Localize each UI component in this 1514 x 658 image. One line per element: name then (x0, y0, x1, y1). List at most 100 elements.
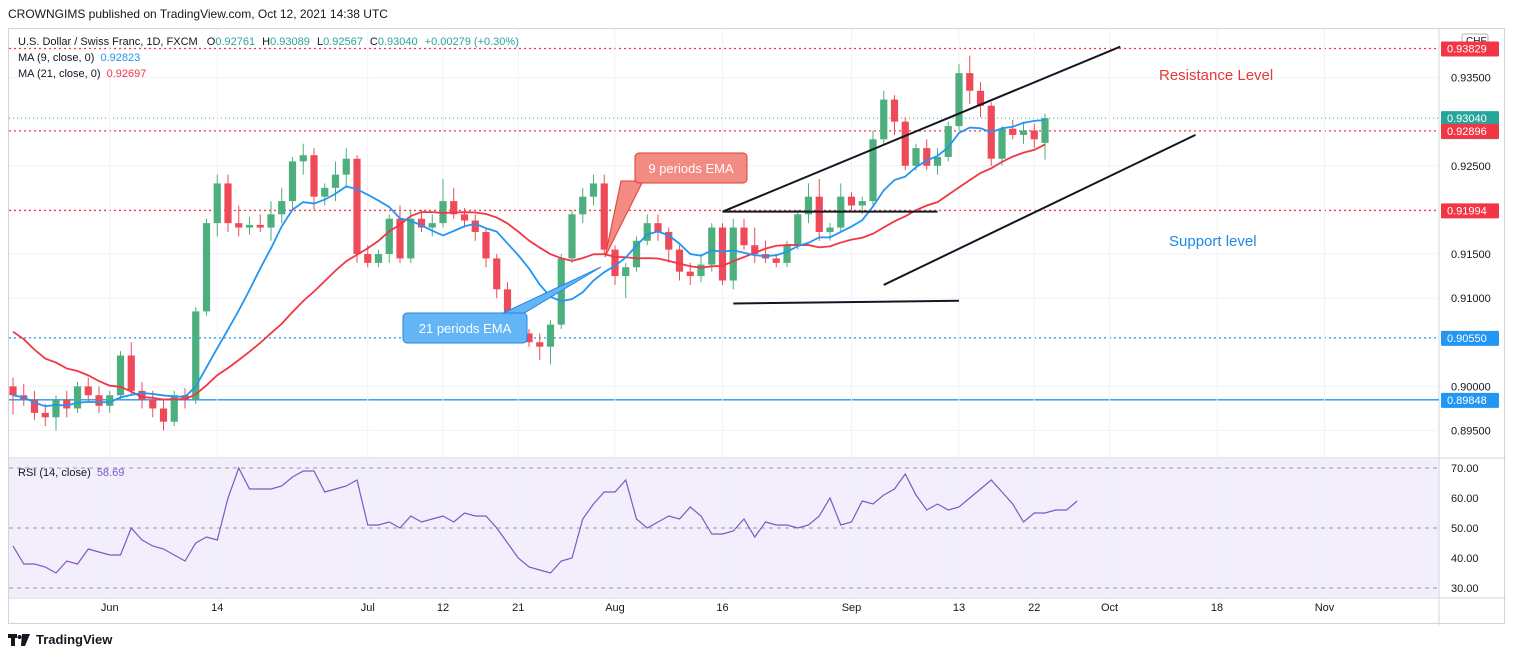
legend-c-label: C (369, 36, 378, 48)
candle-body (708, 227, 716, 265)
candle-body (364, 254, 372, 263)
tradingview-logo-icon (8, 633, 30, 646)
legend-o-label: O (206, 36, 216, 48)
candle-body (127, 355, 135, 391)
time-tick-label: 16 (716, 602, 728, 614)
candle-body (396, 218, 404, 259)
time-tick-label: 22 (1028, 602, 1040, 614)
price-badge-text: 0.92896 (1447, 126, 1487, 138)
price-tick-label: 0.93500 (1451, 73, 1491, 85)
candle-body (697, 264, 705, 277)
candle-body (632, 240, 641, 268)
candle-body (30, 399, 39, 413)
candle-body (310, 155, 318, 197)
candle-body (729, 227, 737, 281)
candle-body (493, 258, 501, 290)
candle-body (858, 201, 866, 206)
legend-change: +0.00279 (+0.30%) (424, 36, 519, 48)
candle-body (342, 158, 350, 175)
ema21-callout-box (402, 312, 528, 344)
time-tick-label: Sep (842, 602, 862, 614)
candle-body (955, 73, 963, 127)
legend-rsi-value: 58.69 (96, 467, 125, 479)
rsi-tick-label: 30.00 (1451, 583, 1479, 595)
price-badge-text: 0.90550 (1447, 333, 1487, 345)
candle-body (63, 399, 71, 409)
time-tick-label: 12 (437, 602, 449, 614)
candle-body (794, 214, 802, 246)
candle-body (880, 99, 888, 140)
rsi-tick-label: 60.00 (1451, 493, 1479, 505)
time-tick-label: Aug (605, 602, 625, 614)
candle-body (536, 342, 544, 347)
candle-body (643, 223, 651, 241)
trendline (733, 299, 960, 305)
trendline (883, 133, 1196, 286)
candle-body (374, 254, 383, 263)
price-tick-label: 0.90000 (1451, 381, 1491, 393)
candle-body (923, 148, 931, 166)
candle-body (783, 245, 791, 263)
candle-body (149, 399, 157, 409)
price-tick-label: 0.91500 (1451, 249, 1491, 261)
time-tick-label: Jun (101, 602, 119, 614)
candle-body (589, 183, 598, 197)
candle-body (170, 395, 178, 422)
price-tick-label: 0.89500 (1451, 426, 1491, 438)
rsi-tick-label: 70.00 (1451, 463, 1479, 475)
candle-body (912, 148, 920, 166)
candle-body (1009, 128, 1017, 135)
price-badge (1441, 392, 1499, 408)
candle-body (557, 258, 565, 325)
candle-body (1041, 118, 1049, 143)
candle-body (407, 218, 415, 259)
candle-body (41, 412, 49, 418)
time-tick-label: 21 (512, 602, 524, 614)
legend-ma9-value: 0.92823 (100, 52, 141, 64)
candle-body (686, 271, 694, 277)
legend-ma9-label: MA (9, close, 0) (18, 52, 95, 64)
candle-body (224, 183, 232, 224)
candle-body (106, 395, 114, 406)
candle-body (159, 408, 168, 422)
candle-body (998, 128, 1006, 159)
time-tick-label: 14 (211, 602, 223, 614)
candle-body (665, 231, 673, 250)
ema9-callout-text: 9 periods EMA (648, 161, 734, 176)
candle-body (1030, 130, 1038, 140)
legend-low: 0.92567 (323, 36, 363, 48)
price-badge-text: 0.89848 (1447, 395, 1487, 407)
legend-close: 0.93040 (377, 36, 418, 48)
candle-body (278, 201, 286, 215)
candle-body (417, 218, 426, 228)
ema21-callout-pointer (498, 266, 602, 316)
chart-canvas[interactable]: 0.93500 0.92500 0.91500 0.91000 0.90000 0.895… (9, 29, 1506, 625)
candle-body (740, 227, 748, 246)
candle-body (73, 386, 82, 409)
legend-ma21-row: MA (21, close, 0) 0.92697 (18, 68, 146, 80)
candle-body (600, 183, 608, 250)
candle-body (471, 220, 479, 232)
price-badge (1441, 330, 1499, 346)
chart-frame: 0.93500 0.92500 0.91500 0.91000 0.90000 0.895… (8, 28, 1506, 625)
legend-ma9-row: MA (9, close, 0) 0.92823 (18, 52, 140, 64)
candle-body (428, 223, 436, 228)
time-tick-label: 18 (1211, 602, 1223, 614)
candle-body (654, 223, 662, 232)
price-badge (1441, 203, 1499, 219)
candle-body (460, 214, 469, 221)
candle-body (245, 224, 254, 228)
candle-body (353, 158, 361, 255)
candle-body (52, 399, 60, 418)
candle-body (138, 390, 146, 400)
time-tick-label: 13 (953, 602, 965, 614)
legend-l-label: L (316, 36, 324, 48)
time-tick-label: Oct (1101, 602, 1118, 614)
ma9-series-line (12, 119, 1046, 408)
ema9-callout-pointer (604, 180, 644, 258)
rsi-tick-label: 50.00 (1451, 523, 1479, 535)
candle-body (568, 214, 576, 259)
candle-body (503, 289, 512, 325)
price-badge (1441, 123, 1499, 139)
candle-body (213, 183, 221, 224)
